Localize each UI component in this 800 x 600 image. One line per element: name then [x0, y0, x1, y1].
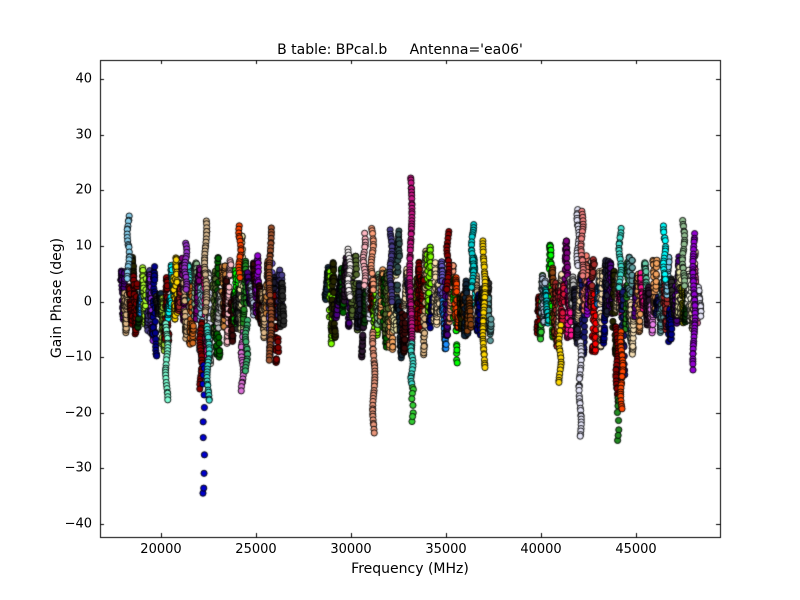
x-tick-label: 25000	[235, 542, 277, 557]
y-tick-label: 10	[75, 238, 92, 254]
y-tick-label: 20	[75, 182, 92, 198]
x-tick-label: 45000	[615, 542, 657, 557]
y-tick-label: 0	[83, 294, 92, 310]
y-tick-label: 30	[75, 127, 92, 143]
plot-title: B table: BPcal.b Antenna='ea06'	[277, 42, 523, 58]
y-tick-label: −40	[64, 516, 92, 532]
y-tick-label: −20	[64, 405, 92, 421]
x-tick-label: 40000	[520, 542, 562, 557]
y-tick-label: −10	[64, 349, 92, 365]
x-axis-label: Frequency (MHz)	[351, 561, 469, 577]
x-tick-label: 20000	[140, 542, 182, 557]
y-tick-label: −30	[64, 460, 92, 476]
y-axis-label: Gain Phase (deg)	[49, 237, 65, 359]
y-tick-label: 40	[75, 71, 92, 87]
x-tick-label: 35000	[425, 542, 467, 557]
x-tick-label: 30000	[330, 542, 372, 557]
